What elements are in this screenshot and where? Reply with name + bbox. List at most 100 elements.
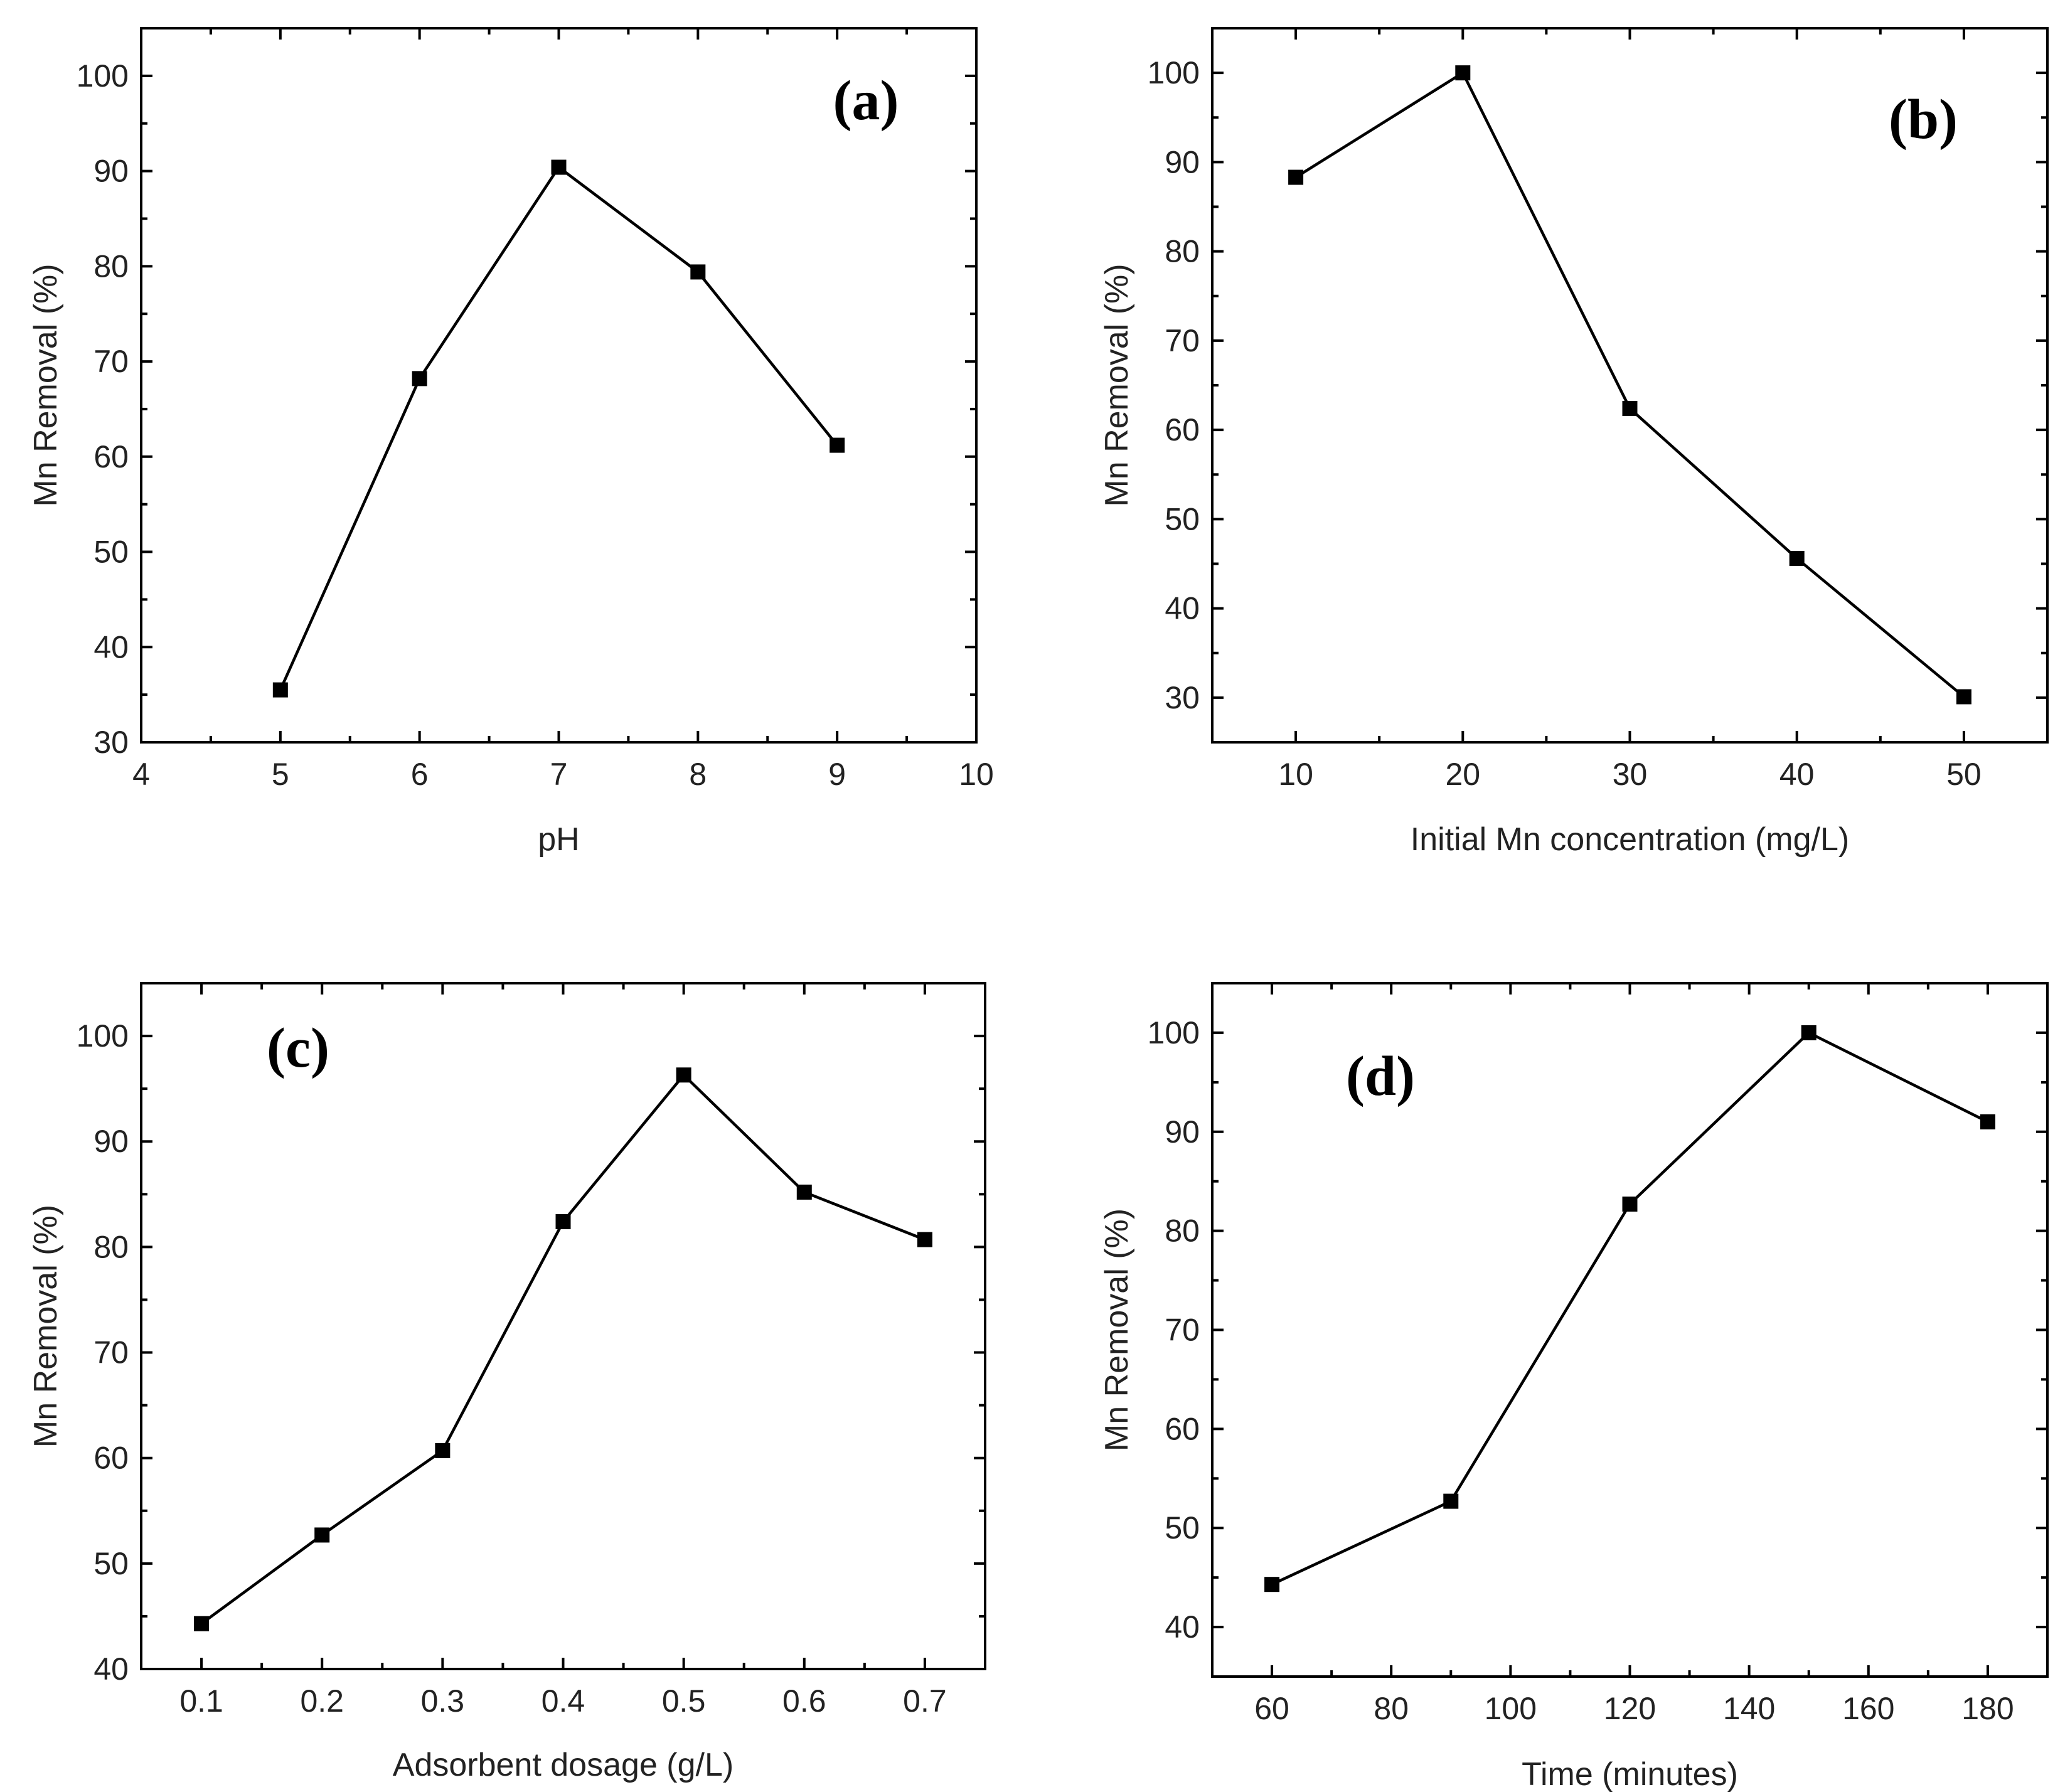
series-line bbox=[1294, 70, 1965, 698]
y-tick-label: 30 bbox=[93, 725, 129, 760]
y-tick-label: 80 bbox=[93, 248, 129, 284]
data-point-marker bbox=[1264, 1577, 1280, 1592]
y-tick-label: 70 bbox=[93, 344, 129, 379]
x-tick-label: 60 bbox=[1254, 1691, 1289, 1726]
x-tick-label: 40 bbox=[1779, 757, 1815, 792]
x-axis-label: Time (minutes) bbox=[1522, 1756, 1738, 1792]
y-tick-label: 80 bbox=[1165, 234, 1200, 269]
data-point-marker bbox=[435, 1443, 451, 1458]
y-tick-label: 50 bbox=[93, 1546, 129, 1581]
x-tick-label: 9 bbox=[828, 757, 846, 792]
data-point-marker bbox=[551, 159, 567, 175]
y-tick-label: 100 bbox=[1148, 55, 1200, 90]
y-tick-label: 90 bbox=[93, 1124, 129, 1159]
x-tick-label: 0.6 bbox=[782, 1683, 826, 1719]
data-point-marker bbox=[1288, 169, 1304, 185]
panel-label: (a) bbox=[833, 70, 899, 132]
x-tick-label: 0.2 bbox=[300, 1683, 344, 1719]
x-tick-label: 8 bbox=[689, 757, 707, 792]
y-tick-label: 60 bbox=[93, 439, 129, 474]
x-tick-label: 50 bbox=[1946, 757, 1982, 792]
x-tick-label: 5 bbox=[272, 757, 289, 792]
x-tick-label: 6 bbox=[411, 757, 429, 792]
y-tick-label: 100 bbox=[1148, 1015, 1200, 1050]
data-point-marker bbox=[1443, 1493, 1459, 1509]
x-tick-label: 30 bbox=[1613, 757, 1648, 792]
series-line bbox=[279, 165, 838, 691]
series-line bbox=[1271, 1031, 1988, 1586]
plot-frame bbox=[1211, 982, 2049, 1678]
y-tick-label: 80 bbox=[93, 1229, 129, 1264]
y-tick-label: 60 bbox=[1165, 1411, 1200, 1446]
x-tick-label: 0.7 bbox=[903, 1683, 947, 1719]
data-point-marker bbox=[830, 437, 845, 453]
x-tick-label: 0.4 bbox=[542, 1683, 585, 1719]
plot-frame bbox=[140, 27, 978, 744]
y-tick-label: 90 bbox=[1165, 1114, 1200, 1149]
data-point-marker bbox=[1622, 1197, 1638, 1212]
y-axis-label: Mn Removal (%) bbox=[1099, 1208, 1135, 1451]
x-tick-label: 10 bbox=[959, 757, 994, 792]
y-tick-label: 40 bbox=[93, 629, 129, 664]
data-point-marker bbox=[690, 264, 706, 280]
x-tick-label: 120 bbox=[1604, 1691, 1656, 1726]
y-tick-label: 80 bbox=[1165, 1213, 1200, 1249]
x-tick-label: 180 bbox=[1961, 1691, 2014, 1726]
y-axis-label: Mn Removal (%) bbox=[28, 264, 64, 506]
y-tick-label: 50 bbox=[1165, 1510, 1200, 1545]
x-tick-label: 140 bbox=[1723, 1691, 1775, 1726]
x-tick-label: 160 bbox=[1842, 1691, 1894, 1726]
y-tick-label: 40 bbox=[1165, 1609, 1200, 1645]
x-tick-label: 4 bbox=[132, 757, 150, 792]
y-axis-label: Mn Removal (%) bbox=[1099, 264, 1135, 506]
y-tick-label: 70 bbox=[1165, 323, 1200, 358]
x-tick-label: 7 bbox=[550, 757, 568, 792]
data-point-marker bbox=[1801, 1025, 1817, 1040]
panel-label: (c) bbox=[267, 1017, 329, 1079]
data-point-marker bbox=[917, 1232, 932, 1247]
data-point-marker bbox=[194, 1616, 210, 1631]
data-point-marker bbox=[272, 682, 288, 698]
panel-label: (b) bbox=[1889, 88, 1958, 151]
y-tick-label: 50 bbox=[1165, 501, 1200, 536]
y-tick-label: 60 bbox=[1165, 412, 1200, 447]
data-point-marker bbox=[1455, 65, 1471, 81]
data-point-marker bbox=[1789, 550, 1805, 566]
x-tick-label: 0.3 bbox=[421, 1683, 465, 1719]
x-axis-label: Adsorbent dosage (g/L) bbox=[393, 1747, 734, 1783]
data-point-marker bbox=[1622, 400, 1638, 416]
data-point-marker bbox=[676, 1067, 691, 1083]
data-point-marker bbox=[555, 1214, 571, 1230]
data-point-marker bbox=[412, 371, 427, 387]
series-line bbox=[200, 1072, 926, 1625]
y-tick-label: 90 bbox=[93, 154, 129, 189]
data-point-marker bbox=[1980, 1114, 1995, 1129]
data-point-marker bbox=[314, 1527, 330, 1543]
y-tick-label: 90 bbox=[1165, 144, 1200, 179]
x-axis-label: Initial Mn concentration (mg/L) bbox=[1411, 821, 1849, 858]
x-tick-label: 0.1 bbox=[179, 1683, 223, 1719]
y-axis-label: Mn Removal (%) bbox=[28, 1205, 64, 1448]
x-tick-label: 10 bbox=[1278, 757, 1313, 792]
x-tick-label: 0.5 bbox=[662, 1683, 706, 1719]
y-tick-label: 40 bbox=[93, 1651, 129, 1687]
panel-c: 0.1 0.2 0.3 0.4 0.5 0.6 0.7 40 50 60 70 80 90 100 Adso… bbox=[28, 982, 986, 1783]
panel-label: (d) bbox=[1346, 1045, 1415, 1107]
y-tick-label: 50 bbox=[93, 535, 129, 570]
y-tick-label: 40 bbox=[1165, 591, 1200, 626]
x-tick-label: 20 bbox=[1445, 757, 1480, 792]
y-tick-label: 30 bbox=[1165, 680, 1200, 715]
x-tick-label: 80 bbox=[1374, 1691, 1409, 1726]
panel-a: 4 5 6 7 8 9 10 30 40 50 60 70 80 90 100 pH Mn Removal (%… bbox=[28, 27, 994, 858]
y-tick-label: 100 bbox=[77, 58, 129, 93]
x-tick-label: 100 bbox=[1485, 1691, 1537, 1726]
data-point-marker bbox=[796, 1184, 812, 1200]
y-tick-label: 60 bbox=[93, 1441, 129, 1476]
plot-frame bbox=[140, 982, 986, 1670]
y-tick-label: 70 bbox=[93, 1335, 129, 1370]
y-tick-label: 70 bbox=[1165, 1313, 1200, 1348]
panel-b: 10 20 30 40 50 30 40 50 60 70 80 90 100 Initial Mn co… bbox=[1099, 27, 2049, 858]
data-point-marker bbox=[1956, 689, 1971, 705]
panel-d: 60 80 100 120 140 160 180 40 50 60 70 80 90 100 Time (… bbox=[1099, 982, 2049, 1792]
